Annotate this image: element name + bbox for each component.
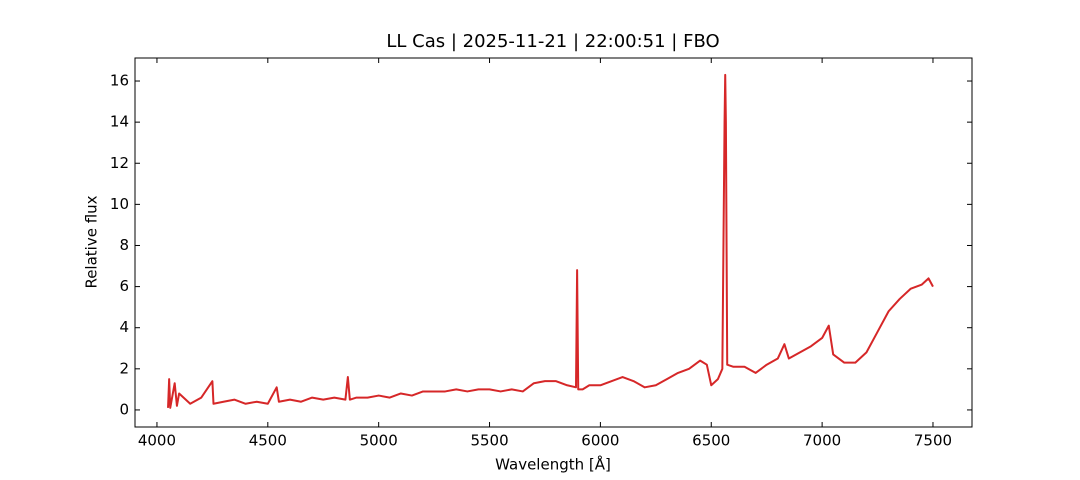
y-tick-label: 6 xyxy=(119,277,129,295)
x-tick-label: 6500 xyxy=(692,432,730,450)
y-tick-label: 12 xyxy=(110,154,129,172)
x-tick-label: 5000 xyxy=(360,432,398,450)
y-tick-label: 8 xyxy=(119,236,129,254)
x-tick-label: 4000 xyxy=(138,432,176,450)
spectrum-line xyxy=(167,73,934,409)
y-tick-label: 14 xyxy=(110,113,129,131)
plot-frame xyxy=(134,57,973,428)
y-tick-label: 0 xyxy=(119,400,129,418)
y-tick-label: 4 xyxy=(119,318,129,336)
y-tick-label: 10 xyxy=(110,195,129,213)
x-tick-label: 7500 xyxy=(914,432,952,450)
y-tick-label: 16 xyxy=(110,72,129,90)
chart-title: LL Cas | 2025-11-21 | 22:00:51 | FBO xyxy=(386,31,719,52)
x-tick-label: 4500 xyxy=(249,432,287,450)
x-tick-label: 5500 xyxy=(470,432,508,450)
x-tick-label: 6000 xyxy=(581,432,619,450)
y-axis-label: Relative flux xyxy=(83,195,101,288)
x-axis-label: Wavelength [Å] xyxy=(495,455,611,474)
x-tick-label: 7000 xyxy=(803,432,841,450)
y-tick-label: 2 xyxy=(119,359,129,377)
